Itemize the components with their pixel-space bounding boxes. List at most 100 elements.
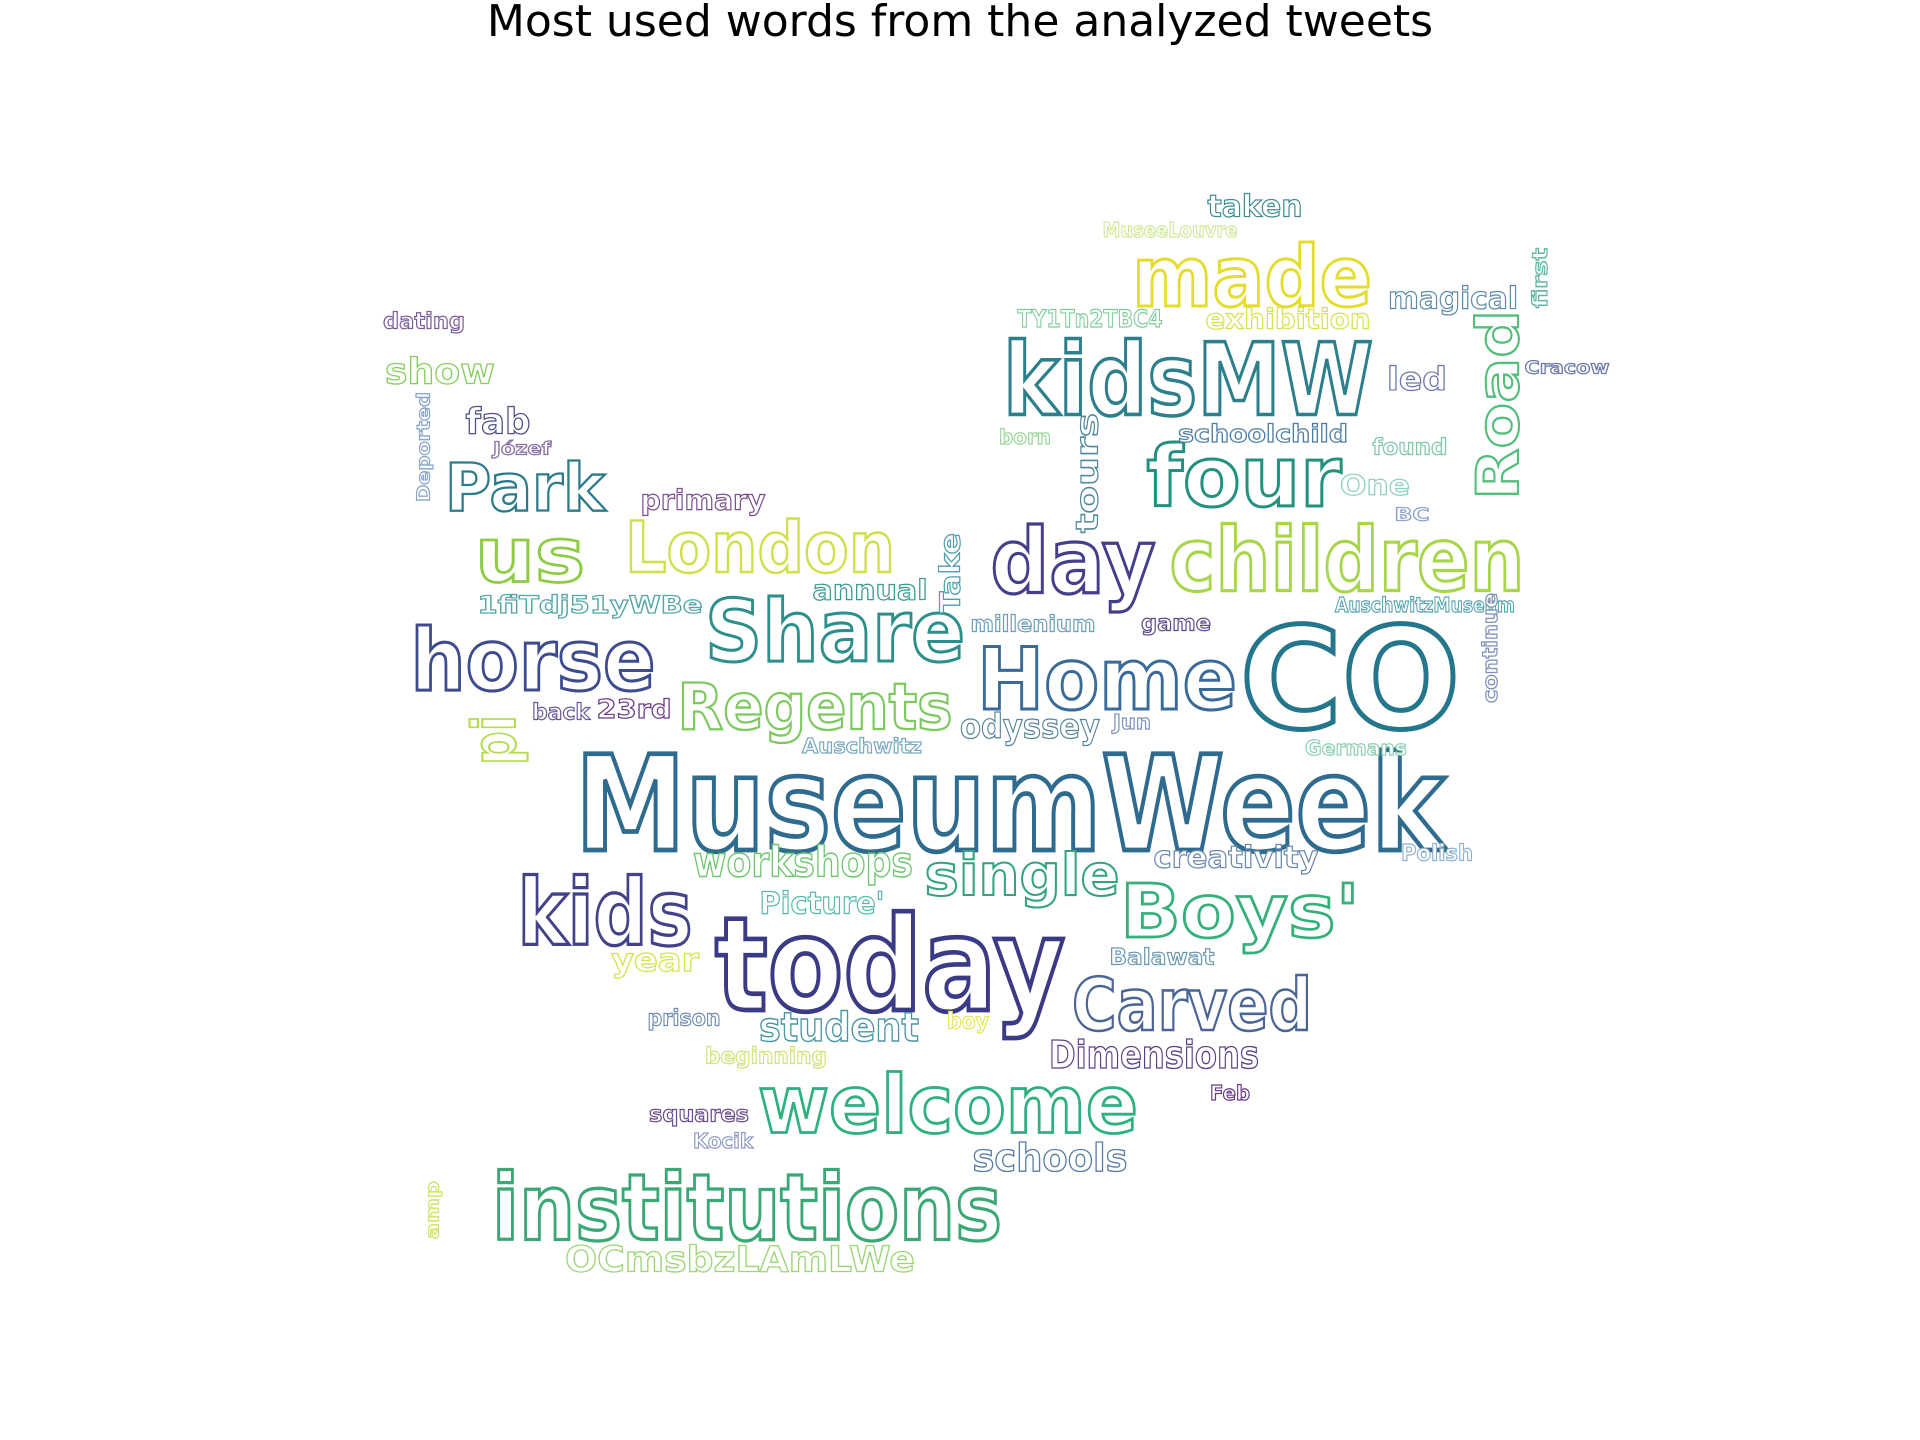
word-regents-fill: Regents (678, 671, 953, 745)
word-found: found (1373, 436, 1448, 461)
word-museelouvre: MuseeLouvre (1103, 218, 1238, 242)
word-museumweek: MuseumWeek (575, 728, 1448, 882)
word-led: led (1387, 360, 1447, 398)
word-first: first (1528, 247, 1552, 308)
word-jun-fill: Jun (1111, 710, 1151, 734)
word-continue: continue (1478, 593, 1502, 703)
word-one-fill: One (1340, 469, 1410, 502)
word-children: children (1170, 509, 1525, 612)
word-home: Home (977, 630, 1237, 730)
word-dating-fill: dating (383, 310, 465, 335)
word-creativity-fill: creativity (1154, 841, 1319, 876)
word-kocik-fill: Kocik (693, 1129, 754, 1153)
word-polish-fill: Polish (1401, 842, 1473, 867)
word-back: back (532, 701, 591, 726)
word-today-fill: today (715, 889, 1065, 1041)
word-schools: schools (973, 1136, 1128, 1180)
word-london-fill: London (625, 507, 895, 589)
word-student-fill: student (759, 1005, 919, 1051)
word-taken-fill: taken (1208, 190, 1303, 225)
word-balawat: Balawat (1110, 946, 1216, 971)
word-made-fill: made (1132, 228, 1372, 326)
word-co: CO (1240, 599, 1460, 762)
word-primary: primary (641, 484, 766, 517)
word-park: Park (445, 450, 607, 527)
word-museumweek-fill: MuseumWeek (575, 728, 1448, 882)
word-23rd-fill: 23rd (597, 695, 672, 725)
word-boy-fill: boy (947, 1010, 989, 1035)
word-fab: fab (466, 402, 531, 443)
word-1fitdj51ywbe-fill: 1fiTdj51yWBe (478, 591, 703, 619)
word-exhibition: exhibition (1206, 303, 1371, 336)
word-museelouvre-fill: MuseeLouvre (1103, 218, 1238, 242)
word-day-fill: day (991, 510, 1156, 615)
word-single: single (925, 841, 1120, 909)
word-auschwitzmuseum: AuschwitzMuseum (1335, 593, 1515, 617)
word-germans-fill: Germans (1305, 736, 1407, 760)
word-show-fill: show (385, 352, 495, 393)
word-four: four (1147, 428, 1343, 526)
word-show: show (385, 352, 495, 393)
word-cracow: Cracow (1525, 358, 1610, 379)
word-annual-fill: annual (813, 574, 928, 607)
word-children-fill: children (1170, 509, 1525, 612)
word-millenium-fill: millenium (971, 613, 1096, 638)
word-co-fill: CO (1240, 599, 1460, 762)
word-road: Road (1464, 310, 1532, 500)
word-auschwitz-fill: Auschwitz (802, 734, 922, 758)
word-us: us (475, 511, 585, 600)
word-deported: Deported (414, 392, 435, 502)
word-cracow-fill: Cracow (1525, 358, 1610, 379)
word-boys-fill: Boys' (1120, 869, 1360, 955)
word-carved-fill: Carved (1072, 963, 1312, 1047)
word-jun: Jun (1111, 710, 1151, 734)
word-magical-fill: magical (1388, 282, 1518, 317)
word-kocik: Kocik (693, 1129, 754, 1153)
word-kidsmw-fill: kidsMW (1003, 322, 1373, 439)
word-dimensions-fill: Dimensions (1049, 1033, 1259, 1077)
word-welcome: welcome (758, 1059, 1138, 1152)
word-ty1tn2tbc4-fill: TY1Tn2TBC4 (1018, 305, 1163, 333)
word-germans: Germans (1305, 736, 1407, 760)
word-odyssey: odyssey (960, 707, 1100, 747)
word-taken: taken (1208, 190, 1303, 225)
word-schoolchild: schoolchild (1178, 420, 1348, 448)
word-take-fill: Take (934, 533, 967, 613)
word-amp-fill: amp (423, 1181, 444, 1239)
word-carved: Carved (1072, 963, 1312, 1047)
word-odyssey-fill: odyssey (960, 707, 1100, 747)
word-share: Share (705, 582, 965, 682)
word-primary-fill: primary (641, 484, 766, 517)
word-feb-fill: Feb (1210, 1081, 1250, 1105)
word-picture-fill: Picture' (760, 887, 885, 922)
word-exhibition-fill: exhibition (1206, 303, 1371, 336)
word-pi-fill: pi (460, 715, 530, 765)
word-23rd: 23rd (597, 695, 672, 725)
word-made: made (1132, 228, 1372, 326)
word-schools-fill: schools (973, 1136, 1128, 1180)
word-1fitdj51ywbe: 1fiTdj51yWBe (478, 591, 703, 619)
word-year-fill: year (611, 941, 699, 979)
word-balawat-fill: Balawat (1110, 946, 1216, 971)
word-park-fill: Park (445, 450, 607, 527)
word-creativity: creativity (1154, 841, 1319, 876)
word-led-fill: led (1387, 360, 1447, 398)
word-kidsmw: kidsMW (1003, 322, 1373, 439)
word-amp: amp (423, 1181, 444, 1239)
word-born: born (999, 425, 1051, 449)
word-take: Take (934, 533, 967, 613)
word-dimensions: Dimensions (1049, 1033, 1259, 1077)
word-prison: prison (648, 1007, 721, 1032)
word-year: year (611, 941, 699, 979)
word-horse-fill: horse (411, 611, 656, 711)
word-polish: Polish (1401, 842, 1473, 867)
word-game: game (1141, 612, 1211, 637)
word-deported-fill: Deported (414, 392, 435, 502)
word-picture: Picture' (760, 887, 885, 922)
word-millenium: millenium (971, 613, 1096, 638)
word-squares-fill: squares (649, 1103, 749, 1128)
word-magical: magical (1388, 282, 1518, 317)
word-continue-fill: continue (1478, 593, 1502, 703)
word-welcome-fill: welcome (758, 1059, 1138, 1152)
word-first-fill: first (1528, 247, 1552, 308)
